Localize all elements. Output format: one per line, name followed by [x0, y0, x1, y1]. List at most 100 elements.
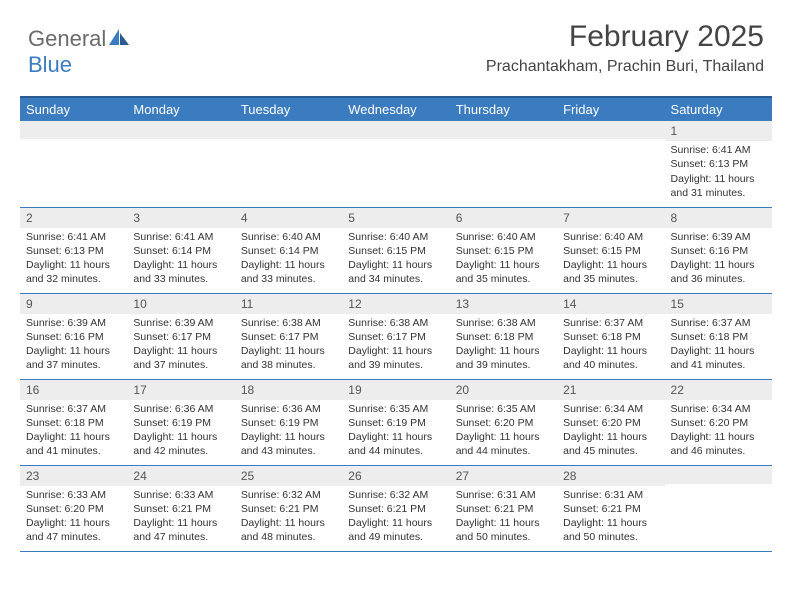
- day-number: 24: [127, 466, 234, 486]
- sunset-text: Sunset: 6:16 PM: [671, 244, 766, 258]
- sunrise-text: Sunrise: 6:36 AM: [133, 402, 228, 416]
- day-number: 21: [557, 380, 664, 400]
- day-content: Sunrise: 6:41 AMSunset: 6:13 PMDaylight:…: [20, 228, 127, 291]
- day-content: Sunrise: 6:38 AMSunset: 6:18 PMDaylight:…: [450, 314, 557, 377]
- calendar-cell: 14Sunrise: 6:37 AMSunset: 6:18 PMDayligh…: [557, 293, 664, 379]
- daylight-text: Daylight: 11 hours and 41 minutes.: [26, 430, 121, 458]
- weekday-thursday: Thursday: [450, 97, 557, 121]
- sunrise-text: Sunrise: 6:40 AM: [456, 230, 551, 244]
- calendar-row: 23Sunrise: 6:33 AMSunset: 6:20 PMDayligh…: [20, 465, 772, 551]
- sunset-text: Sunset: 6:18 PM: [456, 330, 551, 344]
- day-number: 8: [665, 208, 772, 228]
- day-number: [557, 121, 664, 139]
- day-content: Sunrise: 6:31 AMSunset: 6:21 PMDaylight:…: [450, 486, 557, 549]
- day-content: Sunrise: 6:32 AMSunset: 6:21 PMDaylight:…: [235, 486, 342, 549]
- daylight-text: Daylight: 11 hours and 49 minutes.: [348, 516, 443, 544]
- sunrise-text: Sunrise: 6:40 AM: [241, 230, 336, 244]
- daylight-text: Daylight: 11 hours and 50 minutes.: [456, 516, 551, 544]
- calendar-cell: [127, 121, 234, 207]
- calendar-cell: 21Sunrise: 6:34 AMSunset: 6:20 PMDayligh…: [557, 379, 664, 465]
- calendar-row: 2Sunrise: 6:41 AMSunset: 6:13 PMDaylight…: [20, 207, 772, 293]
- calendar-cell: 6Sunrise: 6:40 AMSunset: 6:15 PMDaylight…: [450, 207, 557, 293]
- sunrise-text: Sunrise: 6:36 AM: [241, 402, 336, 416]
- sunset-text: Sunset: 6:20 PM: [563, 416, 658, 430]
- daylight-text: Daylight: 11 hours and 38 minutes.: [241, 344, 336, 372]
- day-number: 2: [20, 208, 127, 228]
- calendar-cell: 1 Sunrise: 6:41 AMSunset: 6:13 PMDaylight…: [665, 121, 772, 207]
- day-content: Sunrise: 6:35 AMSunset: 6:19 PMDaylight:…: [342, 400, 449, 463]
- sunrise-text: Sunrise: 6:31 AM: [456, 488, 551, 502]
- day-number: 4: [235, 208, 342, 228]
- calendar-cell: 23Sunrise: 6:33 AMSunset: 6:20 PMDayligh…: [20, 465, 127, 551]
- sunset-text: Sunset: 6:21 PM: [563, 502, 658, 516]
- day-number: [665, 466, 772, 484]
- calendar-cell: 20Sunrise: 6:35 AMSunset: 6:20 PMDayligh…: [450, 379, 557, 465]
- sunrise-text: Sunrise: 6:39 AM: [671, 230, 766, 244]
- day-content: Sunrise: 6:37 AMSunset: 6:18 PMDaylight:…: [20, 400, 127, 463]
- sunrise-text: Sunrise: 6:39 AM: [26, 316, 121, 330]
- sunrise-text: Sunrise: 6:35 AM: [456, 402, 551, 416]
- sunset-text: Sunset: 6:15 PM: [348, 244, 443, 258]
- day-number: 22: [665, 380, 772, 400]
- day-number: 16: [20, 380, 127, 400]
- calendar-row: 1 Sunrise: 6:41 AMSunset: 6:13 PMDaylight…: [20, 121, 772, 207]
- calendar-cell: 4Sunrise: 6:40 AMSunset: 6:14 PMDaylight…: [235, 207, 342, 293]
- day-number: 27: [450, 466, 557, 486]
- daylight-text: Daylight: 11 hours and 34 minutes.: [348, 258, 443, 286]
- sunrise-text: Sunrise: 6:37 AM: [26, 402, 121, 416]
- weekday-sunday: Sunday: [20, 97, 127, 121]
- day-number: 25: [235, 466, 342, 486]
- calendar-cell: [20, 121, 127, 207]
- day-number: 1: [665, 121, 772, 141]
- calendar-cell: 17Sunrise: 6:36 AMSunset: 6:19 PMDayligh…: [127, 379, 234, 465]
- calendar-cell: 7Sunrise: 6:40 AMSunset: 6:15 PMDaylight…: [557, 207, 664, 293]
- weekday-header-row: Sunday Monday Tuesday Wednesday Thursday…: [20, 97, 772, 121]
- header: General Blue February 2025 Prachantakham…: [0, 0, 792, 88]
- day-number: 15: [665, 294, 772, 314]
- weekday-tuesday: Tuesday: [235, 97, 342, 121]
- sunrise-text: Sunrise: 6:34 AM: [563, 402, 658, 416]
- day-content: Sunrise: 6:41 AMSunset: 6:14 PMDaylight:…: [127, 228, 234, 291]
- daylight-text: Daylight: 11 hours and 45 minutes.: [563, 430, 658, 458]
- day-content: Sunrise: 6:34 AMSunset: 6:20 PMDaylight:…: [665, 400, 772, 463]
- sunset-text: Sunset: 6:17 PM: [348, 330, 443, 344]
- calendar-row: 16Sunrise: 6:37 AMSunset: 6:18 PMDayligh…: [20, 379, 772, 465]
- daylight-text: Daylight: 11 hours and 50 minutes.: [563, 516, 658, 544]
- calendar-cell: 10Sunrise: 6:39 AMSunset: 6:17 PMDayligh…: [127, 293, 234, 379]
- day-number: [127, 121, 234, 139]
- daylight-text: Daylight: 11 hours and 32 minutes.: [26, 258, 121, 286]
- sunset-text: Sunset: 6:17 PM: [241, 330, 336, 344]
- sunrise-text: Sunrise: 6:38 AM: [456, 316, 551, 330]
- day-content: Sunrise: 6:33 AMSunset: 6:20 PMDaylight:…: [20, 486, 127, 549]
- daylight-text: Daylight: 11 hours and 42 minutes.: [133, 430, 228, 458]
- daylight-text: Daylight: 11 hours and 33 minutes.: [241, 258, 336, 286]
- sunrise-text: Sunrise: 6:33 AM: [133, 488, 228, 502]
- day-content: Sunrise: 6:34 AMSunset: 6:20 PMDaylight:…: [557, 400, 664, 463]
- day-content: Sunrise: 6:33 AMSunset: 6:21 PMDaylight:…: [127, 486, 234, 549]
- day-content: Sunrise: 6:31 AMSunset: 6:21 PMDaylight:…: [557, 486, 664, 549]
- calendar-cell: [557, 121, 664, 207]
- daylight-text: Daylight: 11 hours and 31 minutes.: [671, 172, 766, 200]
- daylight-text: Daylight: 11 hours and 35 minutes.: [456, 258, 551, 286]
- calendar-cell: 5Sunrise: 6:40 AMSunset: 6:15 PMDaylight…: [342, 207, 449, 293]
- sunrise-text: Sunrise: 6:39 AM: [133, 316, 228, 330]
- calendar-cell: [342, 121, 449, 207]
- day-number: 19: [342, 380, 449, 400]
- sunrise-text: Sunrise: 6:41 AM: [133, 230, 228, 244]
- sunset-text: Sunset: 6:21 PM: [456, 502, 551, 516]
- day-content: Sunrise: 6:39 AMSunset: 6:16 PMDaylight:…: [20, 314, 127, 377]
- daylight-text: Daylight: 11 hours and 35 minutes.: [563, 258, 658, 286]
- calendar-cell: 9Sunrise: 6:39 AMSunset: 6:16 PMDaylight…: [20, 293, 127, 379]
- daylight-text: Daylight: 11 hours and 47 minutes.: [133, 516, 228, 544]
- sunset-text: Sunset: 6:17 PM: [133, 330, 228, 344]
- sunset-text: Sunset: 6:20 PM: [26, 502, 121, 516]
- sunrise-text: Sunrise: 6:33 AM: [26, 488, 121, 502]
- sunrise-text: Sunrise: 6:32 AM: [348, 488, 443, 502]
- calendar-cell: 13Sunrise: 6:38 AMSunset: 6:18 PMDayligh…: [450, 293, 557, 379]
- sunset-text: Sunset: 6:13 PM: [671, 157, 766, 171]
- sunrise-text: Sunrise: 6:41 AM: [671, 143, 766, 157]
- day-content: Sunrise: 6:32 AMSunset: 6:21 PMDaylight:…: [342, 486, 449, 549]
- day-number: 14: [557, 294, 664, 314]
- sunset-text: Sunset: 6:21 PM: [348, 502, 443, 516]
- day-content: Sunrise: 6:40 AMSunset: 6:15 PMDaylight:…: [342, 228, 449, 291]
